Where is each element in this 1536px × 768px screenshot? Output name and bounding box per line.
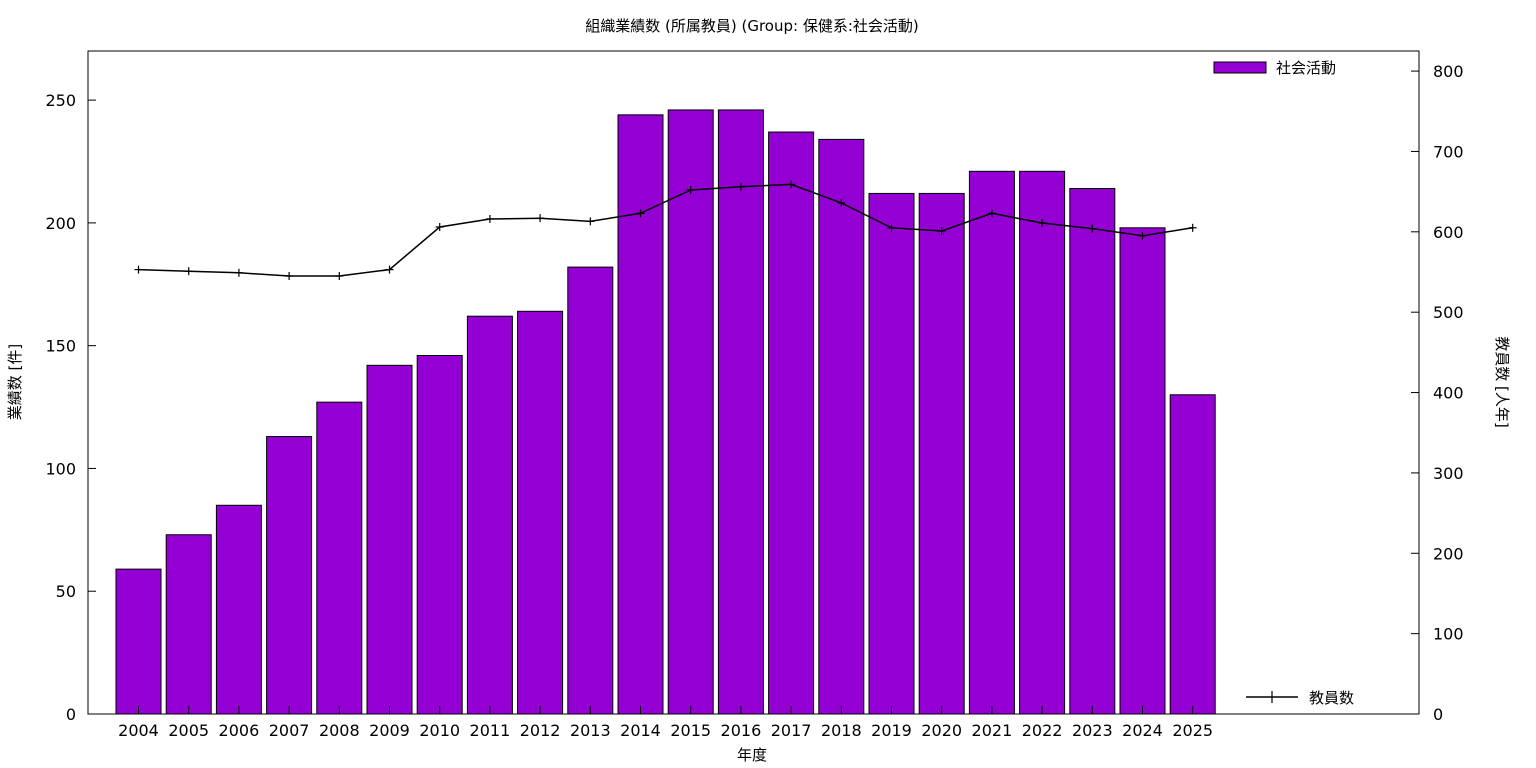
legend-bar-swatch (1213, 61, 1267, 74)
legend-bars: 社会活動 (1213, 59, 1336, 77)
point-2018 (837, 198, 846, 207)
line-group (134, 180, 1197, 281)
bar-2025 (1169, 394, 1216, 715)
bar-2011 (466, 315, 513, 715)
x-tick-label: 2008 (319, 721, 360, 740)
point-2004 (134, 265, 143, 274)
x-tick-label: 2022 (1022, 721, 1063, 740)
y2-tick-label: 0 (1433, 705, 1443, 724)
point-2017 (787, 180, 796, 189)
y2-tick-label: 300 (1433, 464, 1464, 483)
x-tick-label: 2004 (118, 721, 159, 740)
x-tick-label: 2020 (921, 721, 962, 740)
point-2022 (1038, 218, 1047, 227)
y2-tick-label: 500 (1433, 303, 1464, 322)
bar-2017 (768, 131, 815, 715)
point-2010 (435, 222, 444, 231)
bar-2006 (215, 504, 262, 715)
bar-2018 (818, 138, 865, 715)
y2-axis-label: 教員数 [人年] (1493, 336, 1511, 427)
x-tick-label: 2006 (219, 721, 260, 740)
bar-2008 (316, 401, 363, 715)
x-tick-label: 2014 (620, 721, 661, 740)
point-2020 (937, 227, 946, 236)
x-tick-label: 2007 (269, 721, 310, 740)
point-2012 (536, 214, 545, 223)
legend-line-label: 教員数 (1309, 689, 1354, 707)
bar-2009 (366, 364, 413, 715)
x-tick-label: 2005 (168, 721, 209, 740)
y2-tick-label: 200 (1433, 544, 1464, 563)
x-tick-label: 2016 (721, 721, 762, 740)
x-tick-label: 2019 (871, 721, 912, 740)
y-axis-right: 0 100 200 300 400 500 600 700 800 (1411, 62, 1464, 724)
bar-2022 (1019, 170, 1066, 715)
x-axis-label: 年度 (737, 746, 767, 764)
bar-2004 (115, 568, 162, 715)
x-tick-label: 2009 (369, 721, 410, 740)
point-2007 (285, 272, 294, 281)
bar-2005 (165, 534, 212, 715)
x-tick-label: 2023 (1072, 721, 1113, 740)
bar-2021 (968, 170, 1015, 715)
point-2009 (385, 265, 394, 274)
x-tick-label: 2024 (1122, 721, 1163, 740)
point-2011 (485, 214, 494, 223)
bar-group (115, 109, 1216, 715)
bar-2019 (868, 192, 915, 715)
x-tick-label: 2025 (1172, 721, 1213, 740)
y-tick-label: 200 (45, 214, 76, 233)
chart-title: 組織業績数 (所属教員) (Group: 保健系:社会活動) (585, 17, 919, 35)
x-tick-label: 2018 (821, 721, 862, 740)
bar-2020 (918, 192, 965, 715)
x-tick-label: 2015 (670, 721, 711, 740)
x-tick-label: 2017 (771, 721, 812, 740)
y-tick-label: 250 (45, 91, 76, 110)
y2-tick-label: 400 (1433, 384, 1464, 403)
y-axis-label: 業績数 [件] (6, 344, 24, 420)
x-tick-label: 2013 (570, 721, 611, 740)
y2-tick-label: 700 (1433, 142, 1464, 161)
x-tick-label: 2010 (419, 721, 460, 740)
bar-2024 (1119, 227, 1166, 715)
point-2024 (1138, 231, 1147, 240)
bar-2010 (416, 354, 463, 715)
bar-2012 (517, 310, 564, 715)
bar-2023 (1069, 188, 1116, 715)
bar-2014 (617, 114, 664, 715)
legend-bar-label: 社会活動 (1276, 59, 1336, 77)
bar-2007 (266, 436, 313, 715)
point-2014 (636, 209, 645, 218)
y-tick-label: 100 (45, 459, 76, 478)
y-axis-left: 0 50 100 150 200 250 (45, 91, 96, 724)
bar-2016 (717, 109, 764, 715)
point-2019 (887, 223, 896, 232)
line-teachers (138, 183, 1193, 277)
point-2023 (1088, 224, 1097, 233)
y2-tick-label: 600 (1433, 223, 1464, 242)
point-2006 (234, 268, 243, 277)
x-axis: 2004 2005 2006 2007 2008 2009 2010 2011 2012 2013… (118, 706, 1213, 740)
x-tick-label: 2021 (972, 721, 1013, 740)
point-2015 (686, 186, 695, 195)
point-2021 (987, 209, 996, 218)
bar-2015 (667, 109, 714, 715)
point-2025 (1188, 223, 1197, 232)
bar-2013 (567, 266, 614, 715)
point-2008 (335, 272, 344, 281)
y-tick-label: 0 (66, 705, 76, 724)
x-tick-label: 2011 (470, 721, 511, 740)
x-tick-label: 2012 (520, 721, 561, 740)
y-tick-label: 150 (45, 337, 76, 356)
point-2005 (184, 267, 193, 276)
point-2016 (736, 182, 745, 191)
point-2013 (586, 217, 595, 226)
y-tick-label: 50 (56, 582, 76, 601)
y2-tick-label: 800 (1433, 62, 1464, 81)
y2-tick-label: 100 (1433, 625, 1464, 644)
legend-line: 教員数 (1246, 689, 1354, 707)
